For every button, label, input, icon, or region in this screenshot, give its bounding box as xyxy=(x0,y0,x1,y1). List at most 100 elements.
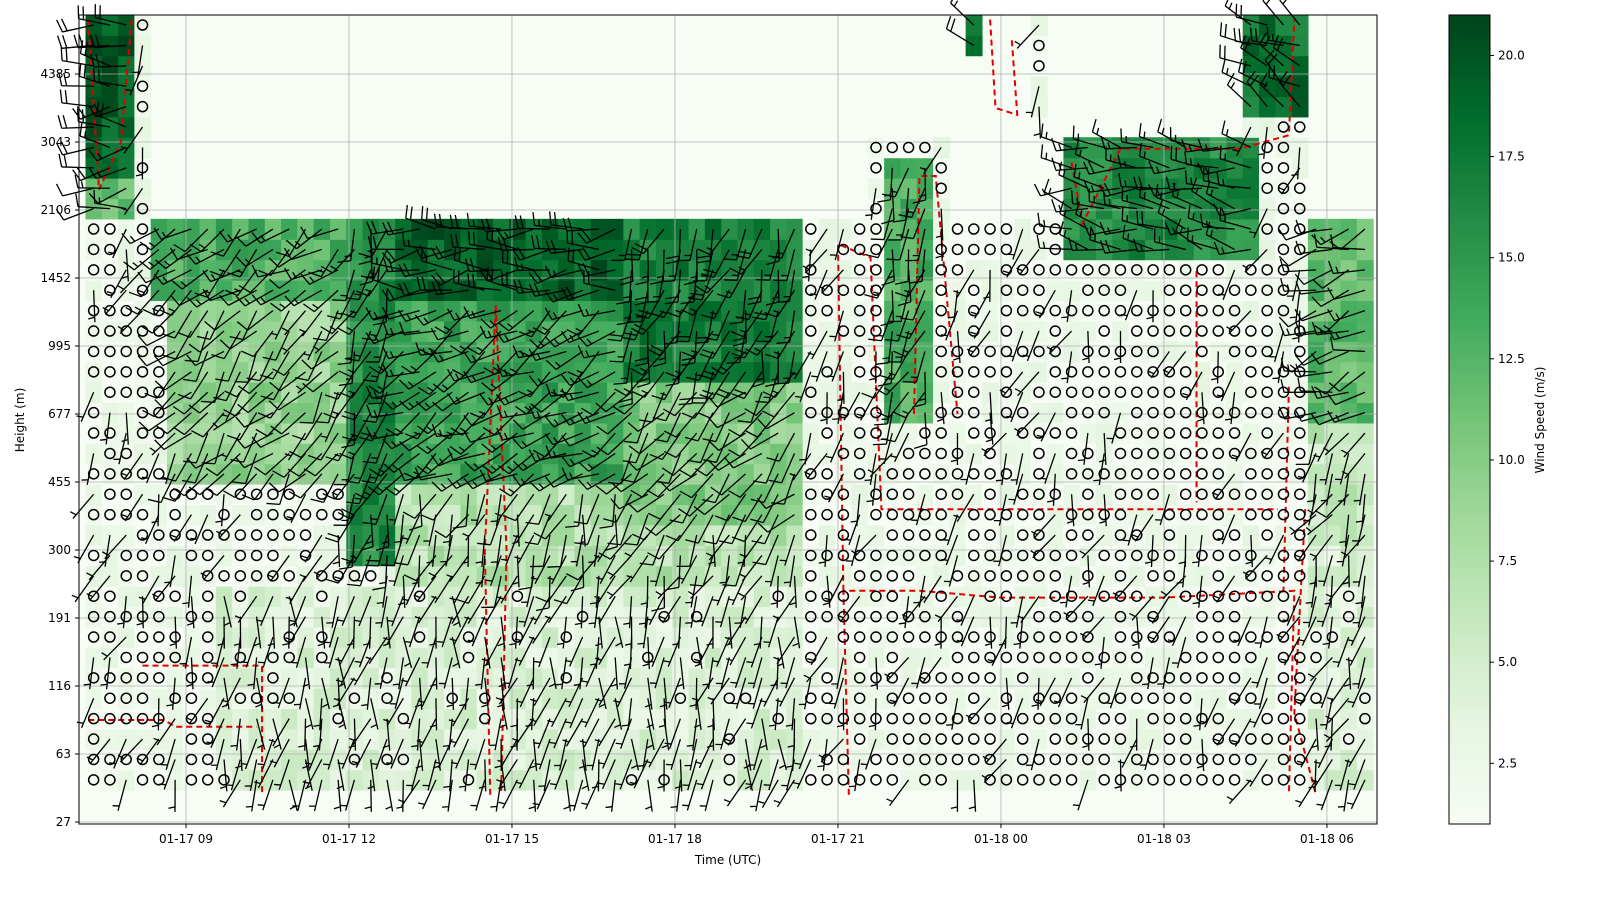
heatmap-cell xyxy=(574,341,591,362)
heatmap-cell xyxy=(607,260,624,281)
heatmap-cell xyxy=(591,382,608,403)
barb-full xyxy=(332,300,345,301)
barb-half xyxy=(84,684,91,685)
barb-full xyxy=(547,567,560,568)
heatmap-cell xyxy=(281,423,298,444)
heatmap-cell xyxy=(1063,219,1080,240)
barb-half xyxy=(393,684,400,685)
barb-half xyxy=(556,684,563,685)
heatmap-cell xyxy=(1145,137,1162,158)
heatmap-cell xyxy=(477,239,494,260)
barb-half xyxy=(387,621,394,622)
barb-full xyxy=(368,403,381,404)
barb-half xyxy=(491,521,498,522)
barb-full xyxy=(82,109,83,122)
heatmap-cell xyxy=(1226,239,1243,260)
heatmap-cell xyxy=(607,402,624,423)
heatmap-cell xyxy=(395,382,412,403)
heatmap-cell xyxy=(1357,219,1374,240)
barb-staff xyxy=(549,576,550,608)
barb-half xyxy=(72,595,78,598)
barb-full xyxy=(94,190,95,203)
heatmap-cell xyxy=(216,321,233,342)
heatmap-cell xyxy=(265,239,282,260)
heatmap-cell xyxy=(607,362,624,383)
heatmap-cell xyxy=(786,504,803,525)
heatmap-cell xyxy=(1357,382,1374,403)
heatmap-cell xyxy=(1341,341,1358,362)
heatmap-cell xyxy=(786,402,803,423)
heatmap-cell xyxy=(395,321,412,342)
heatmap-cell xyxy=(444,464,461,485)
heatmap-cell xyxy=(1178,137,1195,158)
barb-half xyxy=(443,542,450,543)
barb-half xyxy=(476,562,483,563)
barb-half xyxy=(404,642,411,643)
heatmap-cell xyxy=(314,239,331,260)
heatmap-cell xyxy=(591,321,608,342)
barb-full xyxy=(62,19,68,31)
heatmap-cell xyxy=(1226,178,1243,199)
barb-half xyxy=(323,764,330,765)
heatmap-cell xyxy=(1341,382,1358,403)
heatmap-cell xyxy=(248,219,265,240)
barb-half xyxy=(377,603,384,604)
barb-full xyxy=(300,422,313,423)
barb-full xyxy=(61,47,62,60)
barb-full xyxy=(58,115,61,128)
barb-half xyxy=(355,661,362,662)
heatmap-cell xyxy=(1080,178,1097,199)
heatmap-cell xyxy=(118,117,135,138)
barb-full xyxy=(469,231,470,244)
heatmap-cell xyxy=(428,362,445,383)
heatmap-cell xyxy=(460,321,477,342)
heatmap-cell xyxy=(232,260,249,281)
barb-half xyxy=(371,376,378,377)
barb-half xyxy=(501,559,508,560)
barb-half xyxy=(557,644,564,645)
heatmap-cell xyxy=(281,219,298,240)
barb-half xyxy=(394,542,401,543)
heatmap-cell xyxy=(591,280,608,301)
heatmap-cell xyxy=(656,484,673,505)
heatmap-cell xyxy=(1275,35,1292,56)
barb-half xyxy=(248,684,255,685)
barb-full xyxy=(235,382,248,383)
heatmap-cell xyxy=(574,300,591,321)
barb-half xyxy=(355,498,362,499)
heatmap-cell xyxy=(1308,219,1325,240)
heatmap-cell xyxy=(1341,402,1358,423)
heatmap-cell xyxy=(102,15,119,36)
barb-full xyxy=(66,48,67,61)
heatmap-cell xyxy=(591,464,608,485)
heatmap-cell xyxy=(330,219,347,240)
heatmap-cell xyxy=(1112,239,1129,260)
heatmap-cell xyxy=(281,280,298,301)
heatmap-cell xyxy=(477,321,494,342)
barb-half xyxy=(258,662,265,663)
barb-half xyxy=(534,661,541,662)
heatmap-cell xyxy=(248,280,265,301)
heatmap-cell xyxy=(493,341,510,362)
heatmap-cell xyxy=(558,443,575,464)
heatmap-cell xyxy=(591,260,608,281)
heatmap-cell xyxy=(395,341,412,362)
heatmap-cell xyxy=(232,402,249,423)
barb-half xyxy=(70,512,76,515)
heatmap-cell xyxy=(477,280,494,301)
heatmap-cell xyxy=(1194,137,1211,158)
heatmap-cell xyxy=(558,362,575,383)
heatmap-cell xyxy=(118,96,135,117)
heatmap-cell xyxy=(737,464,754,485)
heatmap-cell xyxy=(1210,239,1227,260)
barb-half xyxy=(486,580,493,581)
heatmap-cell xyxy=(330,341,347,362)
heatmap-cell xyxy=(1357,280,1374,301)
barb-half xyxy=(473,220,474,227)
barb-half xyxy=(535,764,542,765)
heatmap-cell xyxy=(265,300,282,321)
heatmap-cell xyxy=(265,443,282,464)
heatmap-cell xyxy=(607,341,624,362)
barb-full xyxy=(381,565,394,566)
